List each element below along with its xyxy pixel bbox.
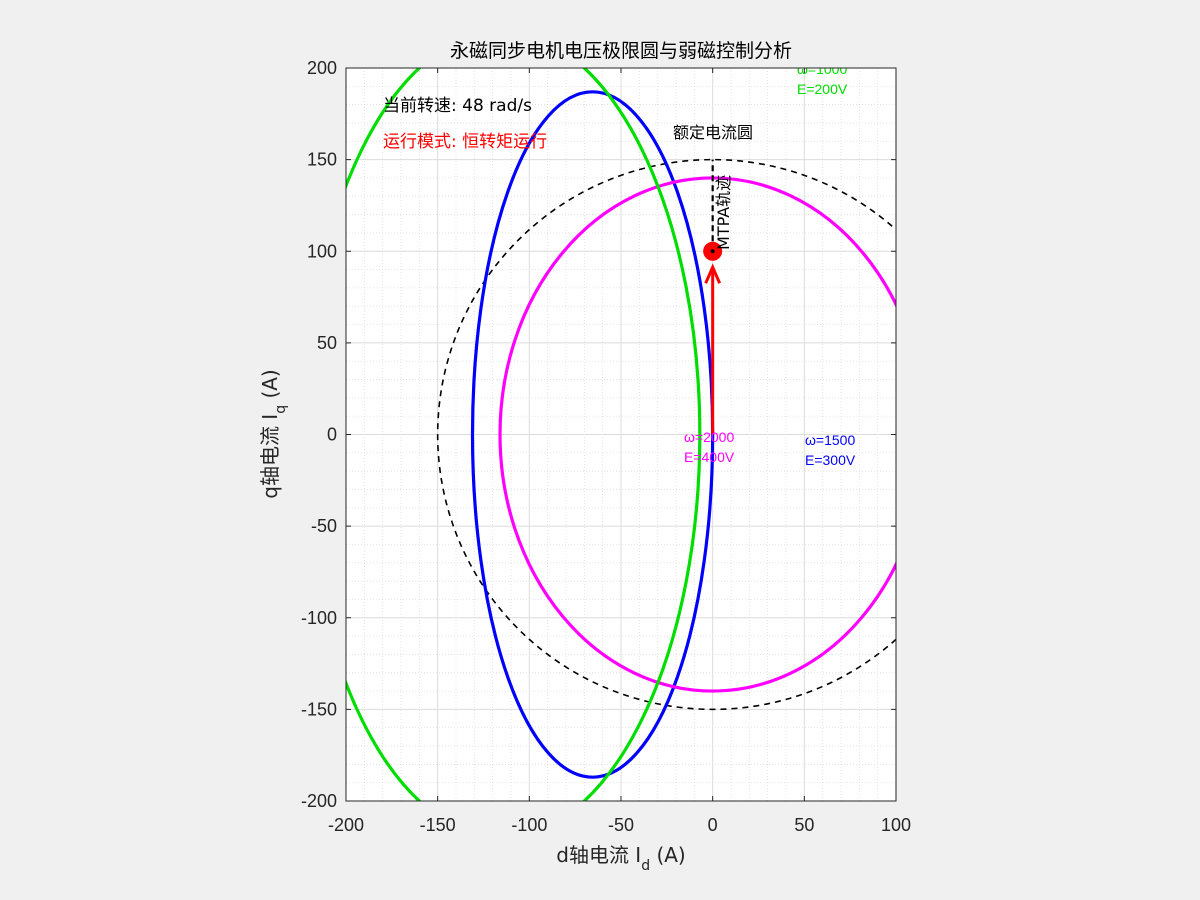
y-axis-label: q轴电流 Iq (A) <box>258 369 289 499</box>
x-tick-label: -100 <box>511 815 547 835</box>
chart-title: 永磁同步电机电压极限圆与弱磁控制分析 <box>450 40 792 62</box>
y-axis-label-sub: q <box>273 405 289 414</box>
voltage-limit-ellipse-3 <box>346 68 702 801</box>
current-circle-label: 额定电流圆 <box>673 123 753 142</box>
ellipse-voltage-label-1: E=300V <box>805 452 856 468</box>
ellipse-voltage-label-2: E=400V <box>684 449 735 465</box>
mode-annotation: 运行模式: 恒转矩运行 <box>383 132 547 152</box>
x-tick-label: 0 <box>708 815 718 835</box>
x-axis-label-main: d轴电流 I <box>556 843 641 867</box>
x-axis-label-sub: d <box>641 858 650 874</box>
x-axis-label-unit: (A) <box>650 843 686 867</box>
speed-annotation: 当前转速: 48 rad/s <box>383 96 532 116</box>
axis-ticks <box>345 67 897 802</box>
ellipse-omega-label-3: ω=1000 <box>797 61 847 77</box>
x-tick-label: -50 <box>608 815 634 835</box>
ellipse-omega-label-2: ω=2000 <box>684 429 734 445</box>
ellipse-voltage-label-3: E=200V <box>797 81 848 97</box>
mtpa-label: MTPA轨迹 <box>714 175 733 250</box>
y-tick-label: 150 <box>307 150 337 170</box>
ellipse-omega-label-1: ω=1500 <box>805 432 855 448</box>
y-tick-label: -150 <box>301 699 337 719</box>
y-tick-label: 50 <box>317 333 337 353</box>
y-tick-label: -50 <box>311 516 337 536</box>
y-axis-label-main: q轴电流 I <box>258 414 282 499</box>
y-tick-label: 200 <box>307 58 337 78</box>
tick-labels: -200 -150 -100 -50 0 50 100 -200 -150 -100 -50 0 50 1… <box>301 58 911 835</box>
y-tick-label: 0 <box>327 425 337 445</box>
y-tick-label: -200 <box>301 791 337 811</box>
x-axis-label: d轴电流 Id (A) <box>556 843 686 874</box>
x-tick-label: 50 <box>794 815 814 835</box>
x-tick-label: -150 <box>420 815 456 835</box>
x-tick-label: -200 <box>328 815 364 835</box>
current-limit-circle <box>436 158 896 711</box>
x-tick-label: 100 <box>881 815 911 835</box>
plot-content: ω=1500 E=300V ω=2000 E=400V ω=1000 E=200V <box>346 61 896 801</box>
current-vector-head <box>704 263 722 284</box>
y-tick-label: -100 <box>301 608 337 628</box>
y-tick-label: 100 <box>307 241 337 261</box>
operating-point-center <box>710 249 715 254</box>
y-axis-label-unit: (A) <box>258 369 282 405</box>
